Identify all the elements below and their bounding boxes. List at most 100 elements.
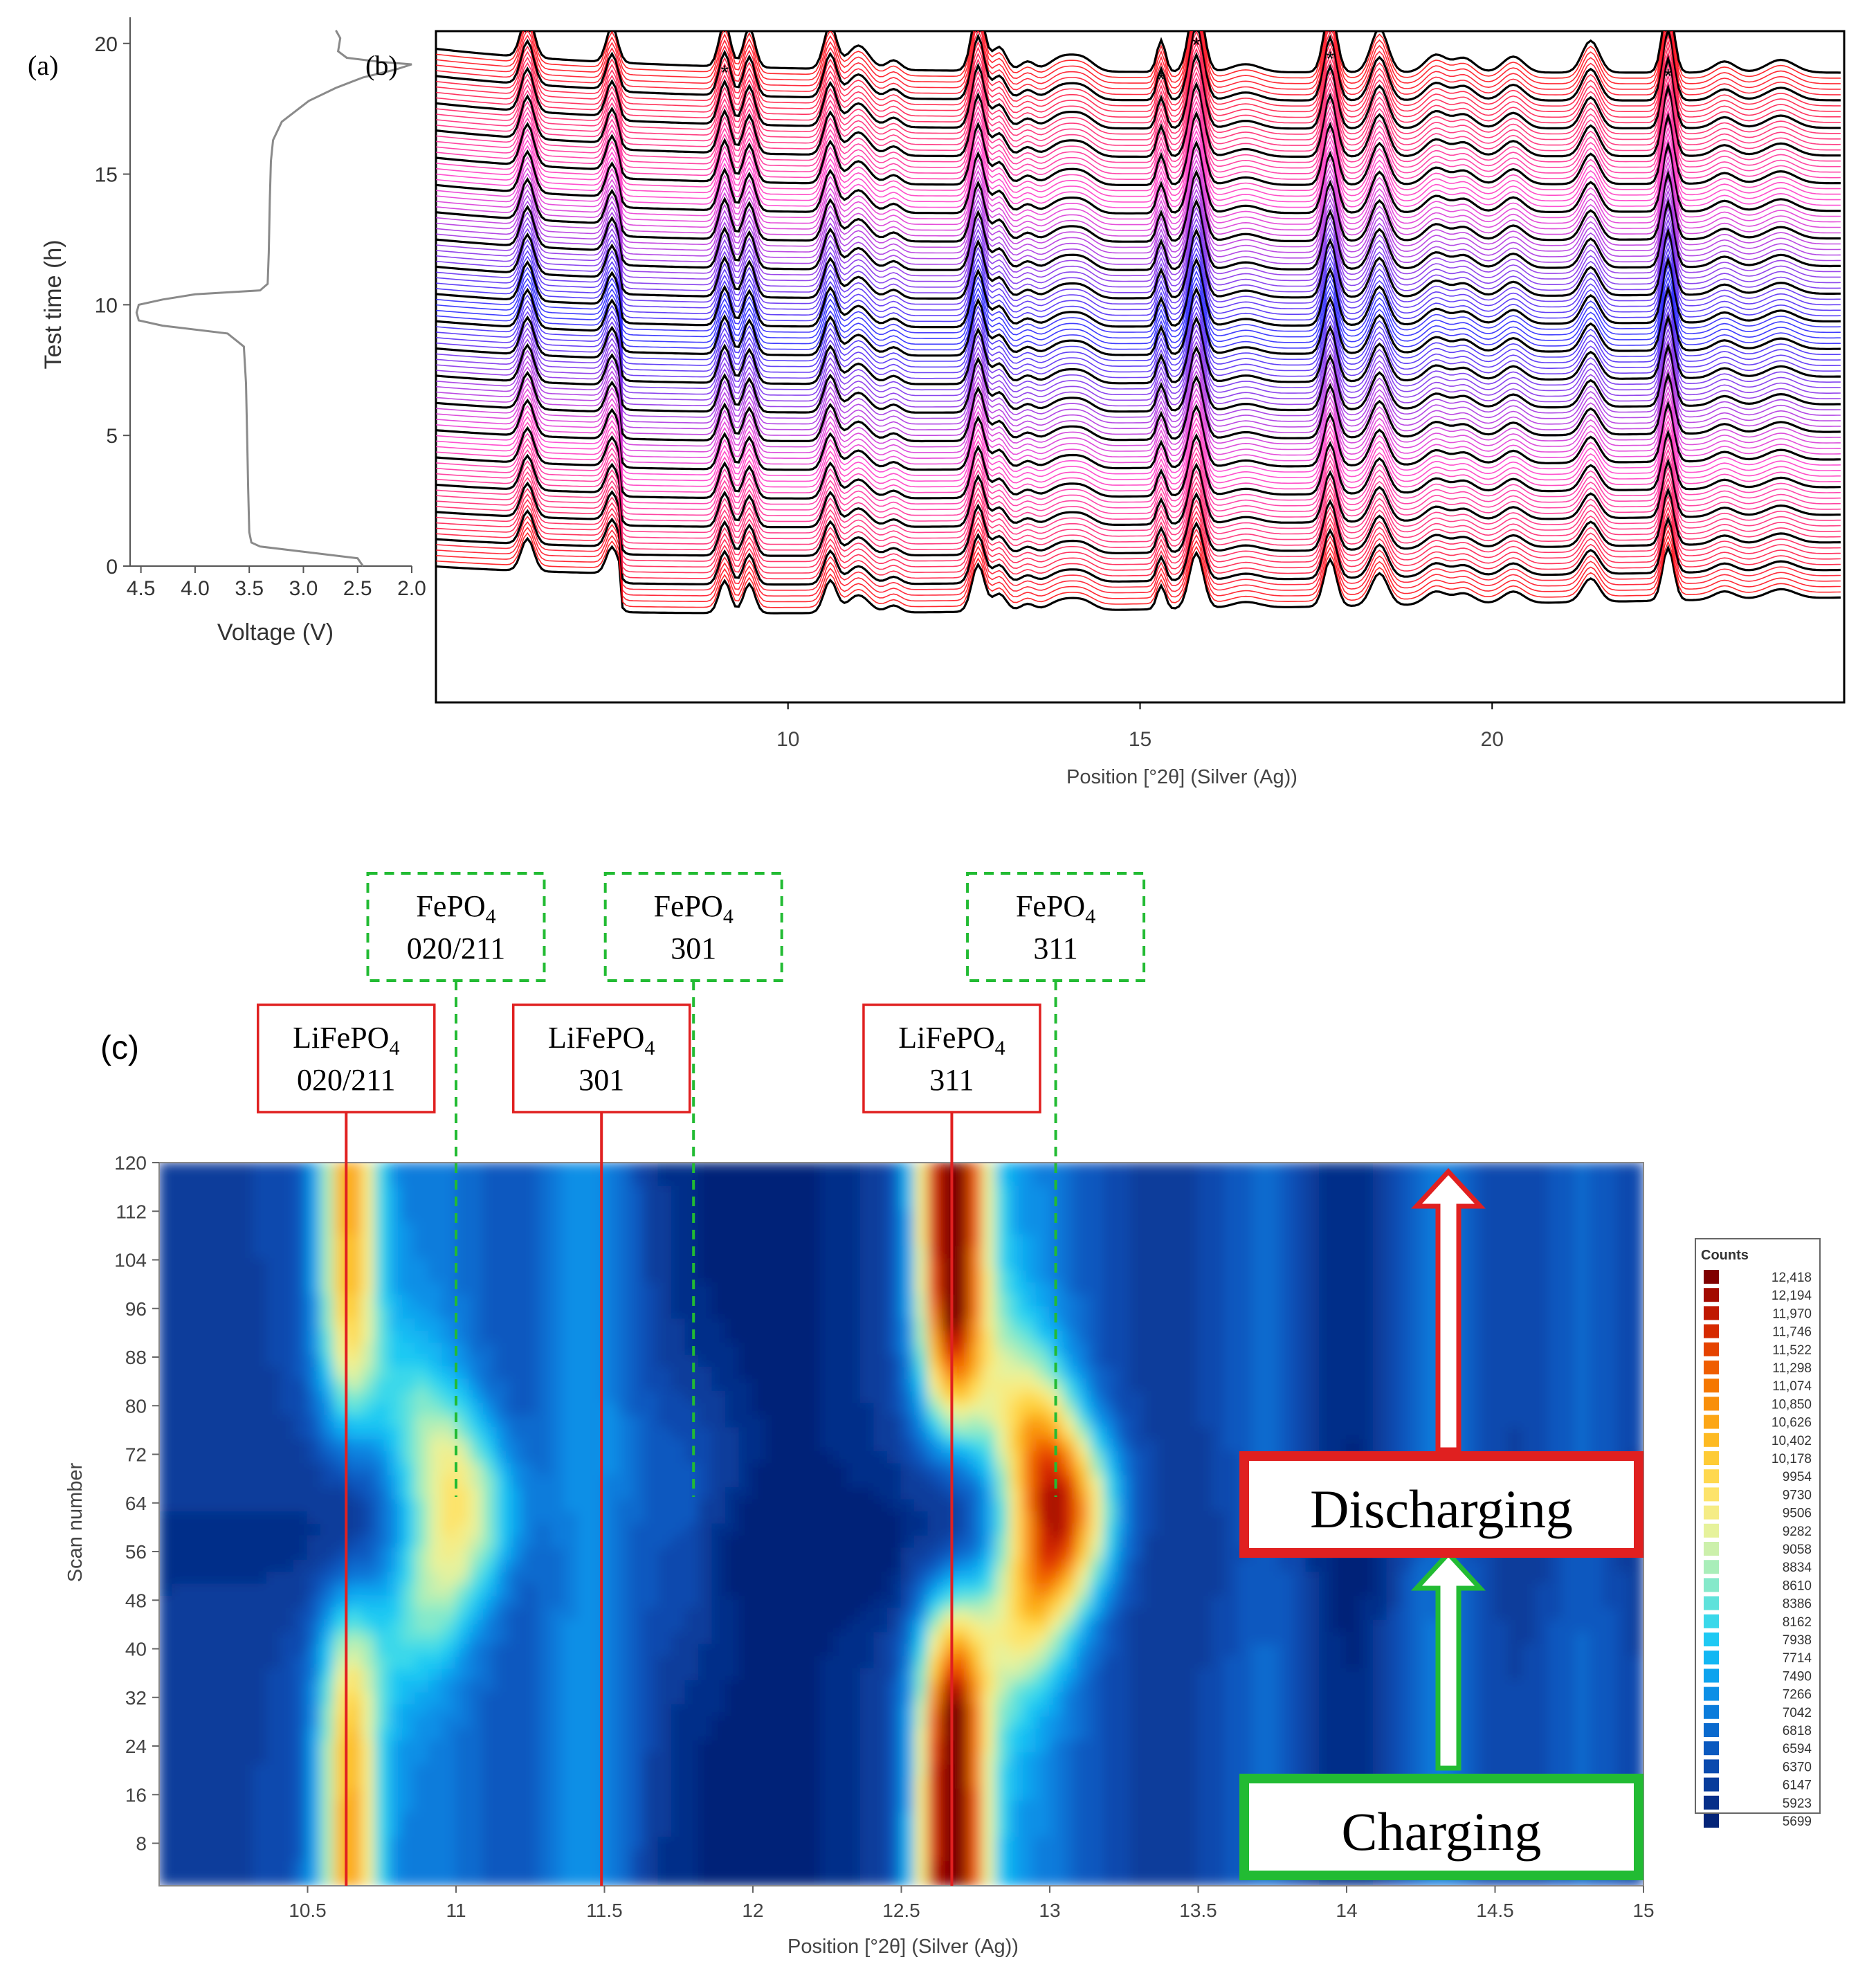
heatmap-cell [1103,1210,1118,1224]
heatmap-cell [1143,1523,1158,1537]
heatmap-cell [455,1367,471,1381]
heatmap-cell [374,1390,390,1405]
heatmap-cell [860,1415,875,1429]
heatmap-cell [1332,1656,1347,1670]
heatmap-cell [576,1210,592,1224]
heatmap-cell [1089,1668,1104,1682]
heatmap-cell [765,1511,781,1525]
heatmap-cell [482,1258,498,1272]
heatmap-cell [307,1198,322,1212]
heatmap-cell [1508,1403,1523,1417]
heatmap-cell [711,1608,727,1621]
heatmap-cell [806,1668,821,1682]
heatmap-cell [779,1174,794,1188]
heatmap-cell [401,1163,417,1176]
trace [436,153,1841,226]
heatmap-cell [846,1668,862,1682]
heatmap-cell [522,1415,538,1429]
heatmap-cell [1562,1294,1577,1308]
heatmap-cell [1548,1294,1563,1308]
heatmap-cell [846,1547,862,1561]
heatmap-cell [630,1294,646,1308]
heatmap-cell [280,1282,295,1296]
heatmap-cell [1265,1680,1280,1694]
heatmap-cell [1602,1174,1617,1188]
heatmap-cell [1035,1222,1050,1236]
heatmap-cell [833,1523,848,1537]
heatmap-cell [995,1307,1010,1320]
heatmap-cell [509,1523,525,1537]
heatmap-cell [900,1559,916,1574]
heatmap-cell [833,1282,848,1296]
heatmap-cell [1575,1427,1590,1441]
heatmap-cell [428,1632,444,1646]
heatmap-cell [199,1475,214,1489]
heatmap-cell [1062,1583,1077,1597]
heatmap-cell [684,1367,700,1381]
heatmap-cell [1575,1185,1590,1200]
heatmap-cell [1589,1258,1604,1272]
heatmap-cell [1211,1644,1226,1658]
heatmap-cell [833,1439,848,1453]
heatmap-cell [1589,1668,1604,1682]
heatmap-cell [1481,1379,1496,1392]
heatmap-cell [1211,1415,1226,1429]
heatmap-cell [1089,1559,1104,1574]
heatmap-cell [765,1656,781,1670]
heatmap-cell [819,1222,835,1236]
heatmap-cell [415,1246,430,1260]
heatmap-cell [563,1596,579,1610]
heatmap-cell [1035,1354,1050,1369]
trace [436,182,1841,254]
heatmap-cell [226,1680,241,1694]
heatmap-cell [1575,1596,1590,1610]
heatmap-cell [806,1619,821,1634]
heatmap-cell [1278,1163,1293,1176]
heatmap-cell [1629,1644,1643,1658]
heatmap-cell [995,1535,1010,1549]
heatmap-cell [1157,1668,1172,1682]
heatmap-cell [563,1330,579,1345]
heatmap-cell [522,1318,538,1332]
trace [436,416,1841,488]
heatmap-cell [1062,1198,1077,1212]
heatmap-cell [1400,1644,1415,1658]
heatmap-cell [253,1475,268,1489]
heatmap-cell [509,1330,525,1345]
trace [436,31,1841,84]
heatmap-cell [1238,1198,1253,1212]
heatmap-cell [361,1198,376,1212]
heatmap-cell [347,1403,363,1417]
heatmap-cell [738,1210,754,1224]
heatmap-cell [266,1318,282,1332]
heatmap-cell [482,1608,498,1621]
heatmap-cell [185,1379,201,1392]
heatmap-cell [374,1270,390,1284]
heatmap-cell [738,1499,754,1513]
heatmap-cell [1508,1270,1523,1284]
heatmap-cell [1508,1668,1523,1682]
heatmap-cell [1535,1656,1550,1670]
heatmap-cell [954,1258,969,1272]
heatmap-cell [981,1163,996,1176]
heatmap-cell [887,1246,902,1260]
heatmap-cell [226,1163,241,1176]
heatmap-cell [388,1379,403,1392]
heatmap-cell [603,1163,619,1176]
heatmap-cell [846,1511,862,1525]
heatmap-cell [455,1294,471,1308]
heatmap-cell [280,1463,295,1477]
heatmap-cell [819,1415,835,1429]
heatmap-cell [563,1463,579,1477]
heatmap-cell [1332,1427,1347,1441]
heatmap-cell [253,1174,268,1188]
heatmap-cell [320,1535,336,1549]
heatmap-cell [1076,1475,1091,1489]
heatmap-cell [779,1427,794,1441]
heatmap-cell [806,1680,821,1694]
heatmap-cell [1575,1210,1590,1224]
heatmap-cell [428,1246,444,1260]
heatmap-cell [1400,1559,1415,1574]
heatmap-cell [1211,1246,1226,1260]
heatmap-cell [1373,1234,1388,1248]
